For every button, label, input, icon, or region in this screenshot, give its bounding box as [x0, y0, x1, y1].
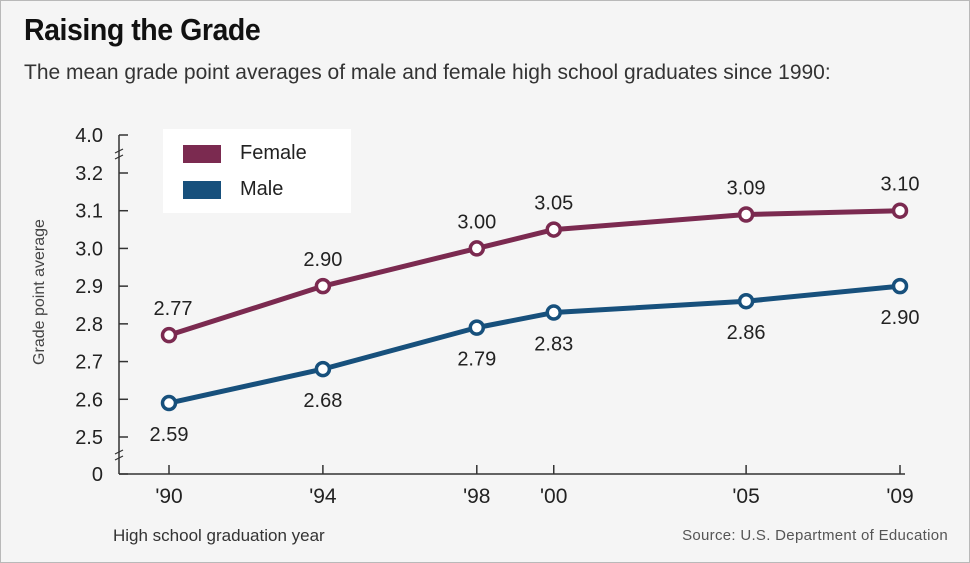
y-tick-label: 4.0 [75, 125, 103, 147]
legend-label-male: Male [240, 178, 284, 200]
y-tick-label: 3.2 [75, 163, 103, 185]
x-tick-label: '90 [155, 485, 182, 508]
y-tick-label: 2.5 [75, 427, 103, 449]
data-label-female: 3.09 [727, 177, 766, 199]
x-tick-label: '00 [540, 485, 567, 508]
data-label-female: 3.00 [457, 211, 496, 233]
data-label-male: 2.79 [457, 349, 496, 371]
data-point-male [737, 292, 755, 310]
source-note: Source: U.S. Department of Education [682, 527, 948, 544]
y-tick-label: 3.0 [75, 238, 103, 260]
legend-swatch-male [183, 181, 221, 199]
axis-break-mark [114, 449, 124, 455]
data-label-female: 2.77 [154, 298, 193, 320]
data-point-female [468, 240, 486, 257]
x-tick-label: '94 [309, 485, 337, 508]
y-tick-label: 2.6 [75, 389, 103, 411]
data-label-male: 2.86 [727, 322, 766, 344]
data-point-male [891, 277, 909, 295]
data-point-male [468, 319, 486, 336]
data-label-female: 2.90 [303, 249, 342, 271]
x-tick-label: '98 [463, 485, 490, 508]
x-axis-title: High school graduation year [113, 526, 325, 545]
data-label-male: 2.59 [150, 424, 189, 446]
series-line-male [168, 283, 901, 406]
chart-title: Raising the Grade [24, 12, 261, 47]
legend-label-female: Female [240, 142, 307, 164]
y-tick-label: 3.1 [75, 201, 103, 223]
legend: Female Male [163, 129, 351, 213]
data-point-female [545, 221, 562, 238]
data-point-female [737, 206, 755, 223]
data-label-female: 3.10 [881, 174, 920, 196]
data-label-male: 2.90 [881, 307, 920, 329]
data-point-female [314, 277, 332, 295]
axis-break-mark [114, 455, 124, 461]
series-line-female [168, 208, 901, 338]
y-tick-label: 2.8 [75, 314, 103, 336]
legend-swatch-female [183, 145, 221, 163]
x-tick-label: '09 [886, 485, 913, 508]
axis-break-mark [114, 148, 124, 154]
data-point-female [160, 326, 178, 344]
data-point-male [545, 304, 562, 321]
data-point-male [160, 394, 178, 412]
data-label-male: 2.68 [303, 390, 342, 412]
y-tick-label: 2.7 [75, 352, 103, 374]
data-point-female [891, 202, 909, 219]
x-tick-label: '05 [732, 485, 759, 508]
y-tick-label: 2.9 [75, 276, 103, 298]
y-axis-title: Grade point average [31, 219, 48, 365]
chart-subtitle: The mean grade point averages of male an… [24, 61, 831, 84]
data-label-female: 3.05 [534, 193, 573, 215]
data-label-male: 2.83 [534, 334, 573, 356]
data-point-male [314, 360, 332, 378]
y-tick-label: 0 [92, 464, 103, 486]
axis-break-mark [114, 154, 124, 160]
